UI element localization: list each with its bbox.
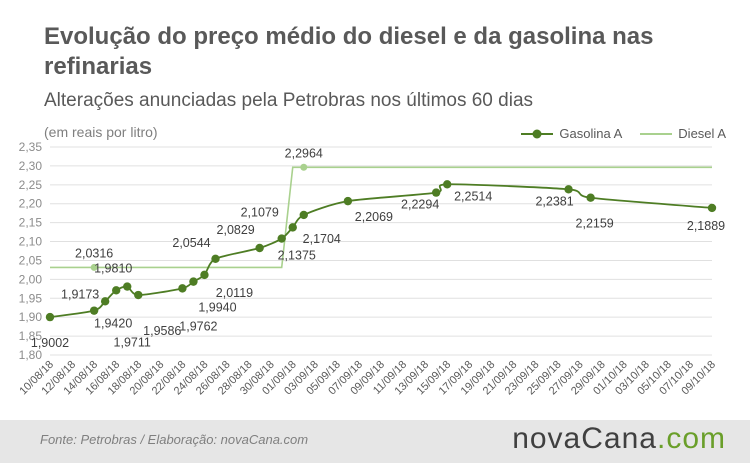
gasolina-point [100,297,110,306]
legend-label-gasolina: Gasolina A [559,126,623,141]
gasolina-data-label: 1,9002 [31,336,69,350]
gasolina-legend-marker-icon [521,129,554,138]
gasolina-data-label: 1,9586 [143,324,181,338]
gasolina-point [586,193,595,202]
gasolina-point [277,234,286,243]
brand-main: novaCana [512,422,657,455]
gasolina-data-label: 2,2514 [454,189,492,203]
legend-item-gasolina: Gasolina A [521,126,622,141]
legend-item-diesel: Diesel A [640,126,726,141]
gasolina-point [255,243,264,253]
y-tick-label: 2,20 [19,197,43,211]
gasolina-point [178,284,187,293]
price-line-chart: 1,80 1,85 1,90 1,95 2,00 2,05 2,10 2,15 2,20 2,25… [17,140,725,397]
gasolina-point [707,203,717,213]
y-tick-label: 2,15 [19,216,43,230]
gasolina-data-label: 2,0829 [217,223,255,237]
brand-com: com [666,422,726,455]
gasolina-point [443,180,452,189]
gasolina-point [45,312,55,322]
gasolina-point [123,282,132,291]
legend-label-diesel: Diesel A [678,126,726,141]
gasolina-point [134,290,143,300]
gasolina-point [189,277,198,286]
source-note: Fonte: Petrobras / Elaboração: novaCana.… [40,432,309,447]
y-tick-label: 2,35 [19,140,43,154]
gasolina-data-label: 2,1079 [241,206,279,220]
unit-label: (em reais por litro) [44,124,158,140]
y-tick-label: 1,80 [19,348,43,362]
gasolina-point [89,306,99,315]
legend: Gasolina A Diesel A [521,126,726,141]
gasolina-point [431,188,441,197]
gasolina-data-label: 2,0544 [172,236,210,250]
gasolina-data-label: 1,9762 [179,319,217,333]
brand-logo: novaCana.com [512,422,726,456]
chart-subtitle: Alterações anunciadas pela Petrobras nos… [44,90,534,111]
y-tick-label: 2,00 [19,272,43,286]
y-tick-label: 2,05 [19,253,43,267]
gasolina-point [211,254,220,263]
gasolina-data-label: 1,9810 [94,262,132,276]
gasolina-data-label: 1,9940 [198,301,236,315]
gasolina-data-label: 1,9420 [94,316,132,330]
y-tick-label: 1,85 [19,329,43,343]
gasolina-data-label: 2,0119 [216,286,253,300]
y-tick-label: 2,10 [19,235,43,249]
brand-dot: . [656,422,667,455]
diesel-series-line [50,166,712,269]
gasolina-data-label: 2,1704 [303,232,341,246]
gasolina-point [200,270,209,280]
gasolina-data-label: 2,2069 [355,210,393,224]
diesel-data-label: 2,2964 [285,146,323,160]
footer: Fonte: Petrobras / Elaboração: novaCana.… [0,420,750,463]
diesel-point [90,263,98,271]
gasolina-data-label: 1,9711 [114,335,151,349]
y-tick-label: 2,30 [19,159,43,173]
gasolina-point [112,286,121,295]
gasolina-data-label: 2,1889 [687,219,725,233]
gasolina-point [288,223,297,232]
y-tick-label: 2,25 [19,178,43,192]
diesel-legend-line-icon [640,132,673,135]
gasolina-point [343,196,353,206]
chart-title: Evolução do preço médio do diesel e da g… [44,23,654,80]
diesel-point [300,163,308,171]
y-tick-label: 1,90 [19,310,43,324]
gasolina-data-label: 2,1375 [278,248,316,262]
gasolina-data-label: 2,2159 [576,217,614,231]
y-tick-label: 1,95 [19,291,43,305]
gasolina-point [299,210,308,220]
gasolina-data-label: 2,2381 [535,194,573,208]
diesel-data-label: 2,0316 [75,246,113,260]
gasolina-point [564,185,573,194]
gasolina-data-label: 2,2294 [401,198,439,212]
gasolina-data-label: 1,9173 [61,288,99,302]
